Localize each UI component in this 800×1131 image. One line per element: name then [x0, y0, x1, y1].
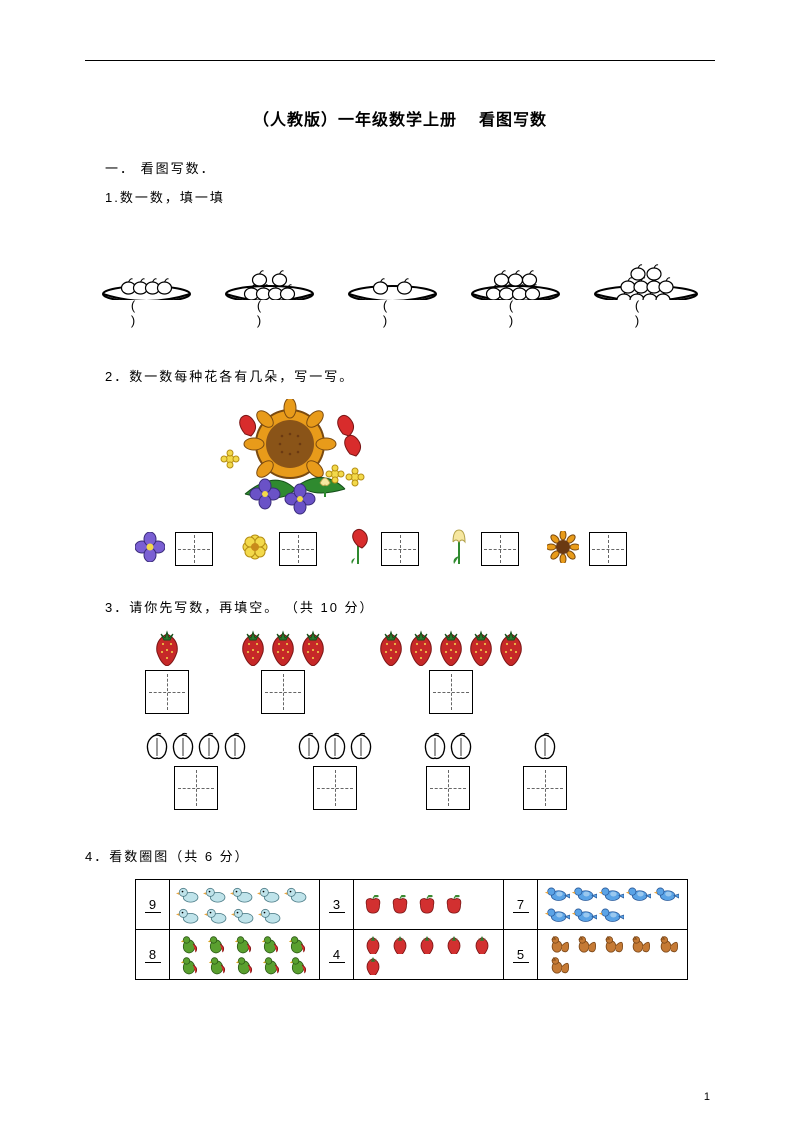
plate-item — [99, 242, 194, 300]
answer-box[interactable] — [523, 766, 567, 810]
strawberry-group — [239, 630, 327, 714]
answer-paren[interactable]: ( ) — [350, 298, 450, 328]
answer-paren[interactable]: ( ) — [224, 298, 324, 328]
q4-table-wrap: 9 3 7 8 4 5 — [135, 879, 715, 980]
answer-paren[interactable]: ( ) — [602, 298, 702, 328]
q4-icons[interactable] — [354, 880, 504, 930]
plate-icon — [591, 220, 701, 300]
q4-icons[interactable] — [170, 930, 320, 980]
q4-icons[interactable] — [538, 930, 688, 980]
red-carnation-icon — [345, 528, 371, 569]
q4-row: 9 3 7 — [136, 880, 688, 930]
q3-points: （共 10 分） — [285, 600, 375, 615]
plate-icon — [222, 242, 317, 300]
plate-item — [345, 242, 440, 300]
peach-icons — [145, 732, 247, 762]
plate-icon — [468, 242, 563, 300]
title-main: 看图写数 — [479, 112, 547, 129]
flower-answer-row — [135, 528, 715, 569]
answer-box[interactable] — [426, 766, 470, 810]
answer-box[interactable] — [381, 532, 419, 566]
top-rule — [85, 60, 715, 61]
q4-icons[interactable] — [170, 880, 320, 930]
q4-number: 7 — [504, 880, 538, 930]
purple-flower-icon — [135, 532, 165, 565]
peach-icons — [297, 732, 373, 762]
sunflower-icon — [547, 531, 579, 566]
answer-box[interactable] — [481, 532, 519, 566]
plate-icon — [99, 242, 194, 300]
q4-text: 4．看数圈图（共 6 分） — [85, 846, 715, 865]
section-heading: 一． 看图写数． — [105, 158, 715, 177]
plates-row — [85, 220, 715, 300]
peach-icons — [423, 732, 473, 762]
page-title: （人教版）一年级数学上册 看图写数 — [85, 106, 715, 130]
peach-group — [145, 732, 247, 810]
peach-icons — [523, 732, 567, 762]
q4-number: 5 — [504, 930, 538, 980]
strawberry-icons — [377, 630, 525, 666]
q4-icons[interactable] — [354, 930, 504, 980]
strawberry-group — [145, 630, 189, 714]
q4-number: 4 — [320, 930, 354, 980]
answer-box[interactable] — [279, 532, 317, 566]
worksheet-page: （人教版）一年级数学上册 看图写数 一． 看图写数． 1.数一数，填一填 ( ) … — [0, 0, 800, 1020]
answer-paren[interactable]: ( ) — [98, 298, 198, 328]
plate-item — [468, 242, 563, 300]
answer-box[interactable] — [429, 670, 473, 714]
q3-block — [105, 630, 715, 810]
strawberry-group — [377, 630, 525, 714]
strawberry-icons — [239, 630, 327, 666]
answer-box[interactable] — [175, 532, 213, 566]
page-number: 1 — [704, 1091, 710, 1103]
q4-table: 9 3 7 8 4 5 — [135, 879, 688, 980]
peach-group — [423, 732, 473, 810]
peach-group — [523, 732, 567, 810]
q3-label: 3．请你先写数，再填空。 — [105, 600, 279, 615]
answer-box[interactable] — [174, 766, 218, 810]
peach-group — [297, 732, 373, 810]
answer-paren[interactable]: ( ) — [476, 298, 576, 328]
q2-text: 2．数一数每种花各有几朵，写一写。 — [105, 366, 715, 385]
tulip-icon — [447, 528, 471, 569]
answer-box[interactable] — [145, 670, 189, 714]
answer-box[interactable] — [261, 670, 305, 714]
q4-number: 9 — [136, 880, 170, 930]
answer-box[interactable] — [313, 766, 357, 810]
q4-icons[interactable] — [538, 880, 688, 930]
q1-text: 1.数一数，填一填 — [105, 187, 715, 206]
q4-number: 8 — [136, 930, 170, 980]
strawberry-icons — [145, 630, 189, 666]
plate-icon — [345, 242, 440, 300]
title-prefix: （人教版）一年级数学上册 — [253, 112, 457, 129]
yellow-flower-icon — [241, 533, 269, 564]
plate-item — [591, 220, 701, 300]
plate-item — [222, 242, 317, 300]
q4-number: 3 — [320, 880, 354, 930]
answer-box[interactable] — [589, 532, 627, 566]
q4-row: 8 4 5 — [136, 930, 688, 980]
flower-bunch — [195, 399, 715, 522]
paren-row: ( ) ( ) ( ) ( ) ( ) — [85, 298, 715, 328]
q3-text: 3．请你先写数，再填空。 （共 10 分） — [105, 597, 715, 616]
